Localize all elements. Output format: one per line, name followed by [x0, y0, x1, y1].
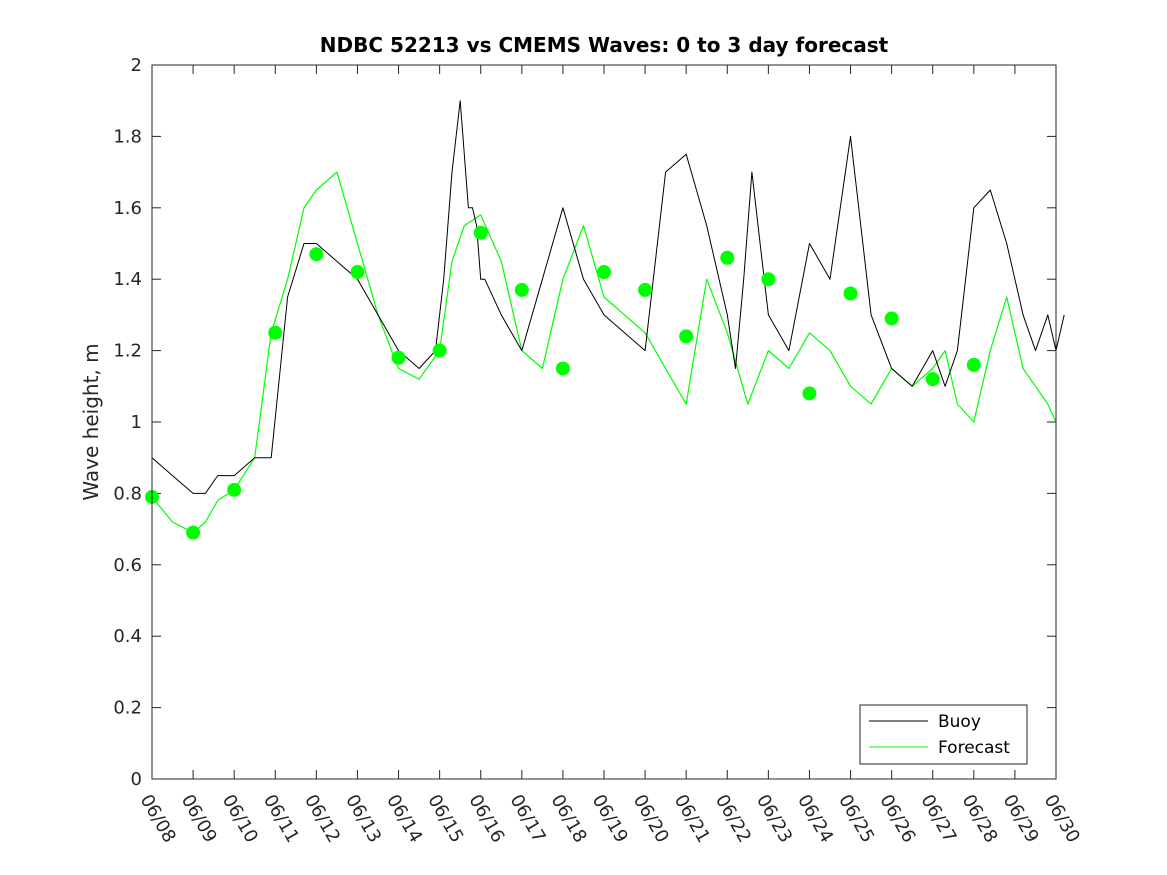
- y-tick-label: 1: [131, 412, 142, 433]
- x-tick-label: 06/09: [177, 791, 221, 846]
- x-tick-label: 06/24: [793, 791, 837, 846]
- y-tick-label: 2: [131, 55, 142, 76]
- x-tick-label: 06/27: [916, 791, 960, 846]
- series-layer: [145, 100, 1065, 540]
- x-tick-label: 06/10: [218, 791, 262, 846]
- x-tick-label: 06/19: [588, 791, 632, 846]
- forecast-marker: [802, 386, 817, 401]
- forecast-marker: [761, 272, 776, 287]
- y-tick-label: 0.4: [113, 626, 142, 647]
- forecast-marker: [679, 329, 694, 344]
- forecast-marker: [925, 372, 940, 387]
- x-tick-label: 06/20: [629, 791, 673, 846]
- forecast-marker: [473, 225, 488, 240]
- x-tick-label: 06/16: [464, 791, 508, 846]
- y-tick-label: 0.6: [113, 555, 142, 576]
- forecast-marker: [309, 247, 324, 262]
- x-tick-label: 06/17: [505, 791, 549, 846]
- plot-frame: [151, 64, 1057, 780]
- x-tick-label: 06/11: [259, 791, 303, 846]
- x-tick-label: 06/25: [834, 791, 878, 846]
- x-tick-label: 06/22: [711, 791, 755, 846]
- y-tick-label: 0: [131, 769, 142, 790]
- y-tick-label: 1.6: [113, 198, 142, 219]
- y-tick-label: 1.4: [113, 269, 142, 290]
- legend-buoy-label: Buoy: [938, 712, 981, 732]
- x-tick-label: 06/12: [300, 791, 344, 846]
- forecast-marker: [514, 282, 529, 297]
- forecast-marker: [350, 265, 365, 280]
- y-tick-label: 1.2: [113, 341, 142, 362]
- chart-title: NDBC 52213 vs CMEMS Waves: 0 to 3 day fo…: [320, 33, 889, 57]
- forecast-marker: [268, 325, 283, 340]
- y-tick-label: 0.8: [113, 483, 142, 504]
- x-tick-label: 06/21: [670, 791, 714, 846]
- legend-forecast-label: Forecast: [938, 738, 1010, 758]
- y-tick-label: 0.2: [113, 698, 142, 719]
- forecast-line: [151, 171, 1057, 534]
- x-tick-label: 06/15: [423, 791, 467, 846]
- y-axis-ticks: 0 0.2 0.4 0.6 0.8 1 1.2 1.4 1.6 1.8 2: [113, 55, 1056, 790]
- x-tick-label: 06/30: [1040, 791, 1084, 846]
- forecast-marker: [227, 482, 242, 497]
- forecast-marker: [432, 343, 447, 358]
- x-tick-label: 06/23: [752, 791, 796, 846]
- forecast-marker: [555, 361, 570, 376]
- forecast-marker: [638, 282, 653, 297]
- forecast-marker: [720, 250, 735, 265]
- x-tick-label: 06/29: [999, 791, 1043, 846]
- x-tick-label: 06/26: [875, 791, 919, 846]
- legend: Buoy Forecast: [859, 704, 1028, 765]
- forecast-marker: [391, 350, 406, 365]
- buoy-line: [151, 100, 1065, 494]
- plot-area: [152, 65, 1056, 779]
- forecast-marker: [186, 525, 201, 540]
- x-tick-label: 06/14: [382, 791, 426, 846]
- x-tick-label: 06/08: [136, 791, 180, 846]
- x-tick-label: 06/18: [547, 791, 591, 846]
- forecast-marker: [966, 357, 981, 372]
- forecast-marker: [597, 265, 611, 280]
- y-axis-label: Wave height, m: [79, 343, 103, 500]
- y-tick-label: 1.8: [113, 126, 142, 147]
- x-tick-label: 06/28: [957, 791, 1001, 846]
- x-tick-label: 06/13: [341, 791, 385, 846]
- forecast-marker: [843, 286, 858, 301]
- legend-box: [859, 704, 1028, 765]
- forecast-marker: [884, 311, 899, 326]
